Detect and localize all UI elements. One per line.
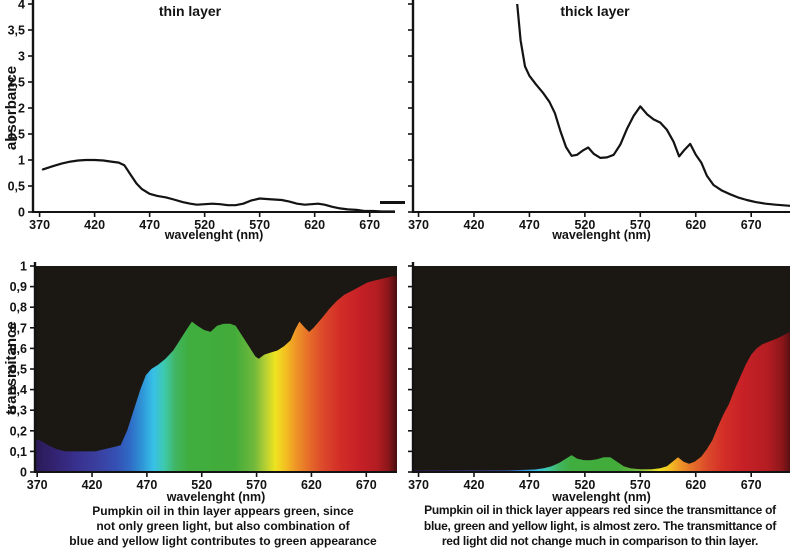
svg-text:520: 520 (194, 218, 215, 232)
svg-text:420: 420 (84, 218, 105, 232)
svg-text:620: 620 (685, 218, 706, 232)
svg-text:0,1: 0,1 (10, 445, 27, 459)
caption-thin-line2: not only green light, but also combinati… (96, 519, 350, 533)
absorbance-thin-chart: 0 0,5 1 1,5 2 2,5 3 3,5 4 370 420 470 520 570 620 670 (8, 0, 395, 232)
svg-text:4: 4 (18, 0, 25, 12)
absorbance-thick-chart: 370 420 470 520 570 620 670 (408, 0, 790, 232)
svg-text:570: 570 (249, 218, 270, 232)
svg-text:1: 1 (20, 260, 27, 274)
svg-text:1: 1 (18, 154, 25, 168)
svg-text:670: 670 (356, 478, 377, 492)
svg-text:470: 470 (136, 478, 157, 492)
svg-text:2,5: 2,5 (8, 76, 25, 90)
svg-text:0,5: 0,5 (8, 180, 25, 194)
svg-text:470: 470 (519, 478, 540, 492)
svg-text:570: 570 (246, 478, 267, 492)
caption-thick-line1: Pumpkin oil in thick layer appears red s… (424, 503, 776, 517)
transmittance-thick-chart: 370 420 470 520 570 620 670 (408, 262, 790, 492)
caption-thick-line2: blue, green and yellow light, is almost … (423, 518, 777, 533)
svg-text:620: 620 (685, 478, 706, 492)
caption-thick: Pumpkin oil in thick layer appears red s… (402, 503, 798, 550)
caption-thin: Pumpkin oil in thin layer appears green,… (28, 504, 418, 549)
svg-text:0,2: 0,2 (10, 424, 27, 438)
svg-text:0,5: 0,5 (10, 363, 27, 377)
y-axis-label-absorbance: absorbance (3, 65, 20, 151)
stray-dash (380, 201, 405, 204)
x-axis-label-abs-thin: wavelenght (nm) (164, 228, 264, 242)
svg-text:670: 670 (741, 218, 762, 232)
svg-text:370: 370 (408, 478, 429, 492)
svg-text:370: 370 (408, 218, 429, 232)
svg-text:3: 3 (18, 50, 25, 64)
svg-text:520: 520 (574, 218, 595, 232)
svg-text:0,8: 0,8 (10, 301, 27, 315)
chart-title-thick: thick layer (560, 3, 630, 19)
transmittance-thin-chart: 0 0,1 0,2 0,3 0,4 0,5 0,6 0,7 0,8 0,9 1 370 420 470 52… (10, 260, 397, 492)
svg-text:3,5: 3,5 (8, 24, 25, 38)
svg-text:470: 470 (139, 218, 160, 232)
svg-text:420: 420 (464, 478, 485, 492)
svg-text:420: 420 (464, 218, 485, 232)
svg-text:0,3: 0,3 (10, 404, 27, 418)
svg-text:420: 420 (82, 478, 103, 492)
x-axis-label-trans-thin: wavelenght (nm) (166, 490, 266, 504)
svg-text:670: 670 (741, 478, 762, 492)
svg-text:370: 370 (27, 478, 48, 492)
svg-text:0,7: 0,7 (10, 321, 27, 335)
svg-text:570: 570 (630, 478, 651, 492)
svg-text:1,5: 1,5 (8, 128, 25, 142)
svg-text:570: 570 (630, 218, 651, 232)
svg-text:670: 670 (359, 218, 380, 232)
svg-text:0: 0 (18, 206, 25, 220)
caption-thin-line3: blue and yellow light contributes to gre… (69, 534, 377, 548)
svg-text:520: 520 (574, 478, 595, 492)
svg-text:2: 2 (18, 102, 25, 116)
svg-text:370: 370 (29, 218, 50, 232)
svg-text:470: 470 (519, 218, 540, 232)
caption-thick-line3: red light did not change much in compari… (441, 534, 759, 548)
y-axis-label-transmittance: transmitance (3, 321, 20, 415)
x-axis-label-abs-thick: wavelenght (nm) (552, 228, 651, 242)
svg-text:520: 520 (191, 478, 212, 492)
svg-text:0: 0 (20, 466, 27, 480)
svg-text:0,9: 0,9 (10, 280, 27, 294)
svg-text:0,4: 0,4 (10, 383, 27, 397)
svg-text:620: 620 (301, 478, 322, 492)
caption-thin-line1: Pumpkin oil in thin layer appears green,… (92, 504, 354, 518)
svg-text:620: 620 (304, 218, 325, 232)
x-axis-label-trans-thick: wavelenght (nm) (552, 490, 651, 504)
chart-title-thin: thin layer (158, 3, 222, 19)
svg-text:0,6: 0,6 (10, 342, 27, 356)
